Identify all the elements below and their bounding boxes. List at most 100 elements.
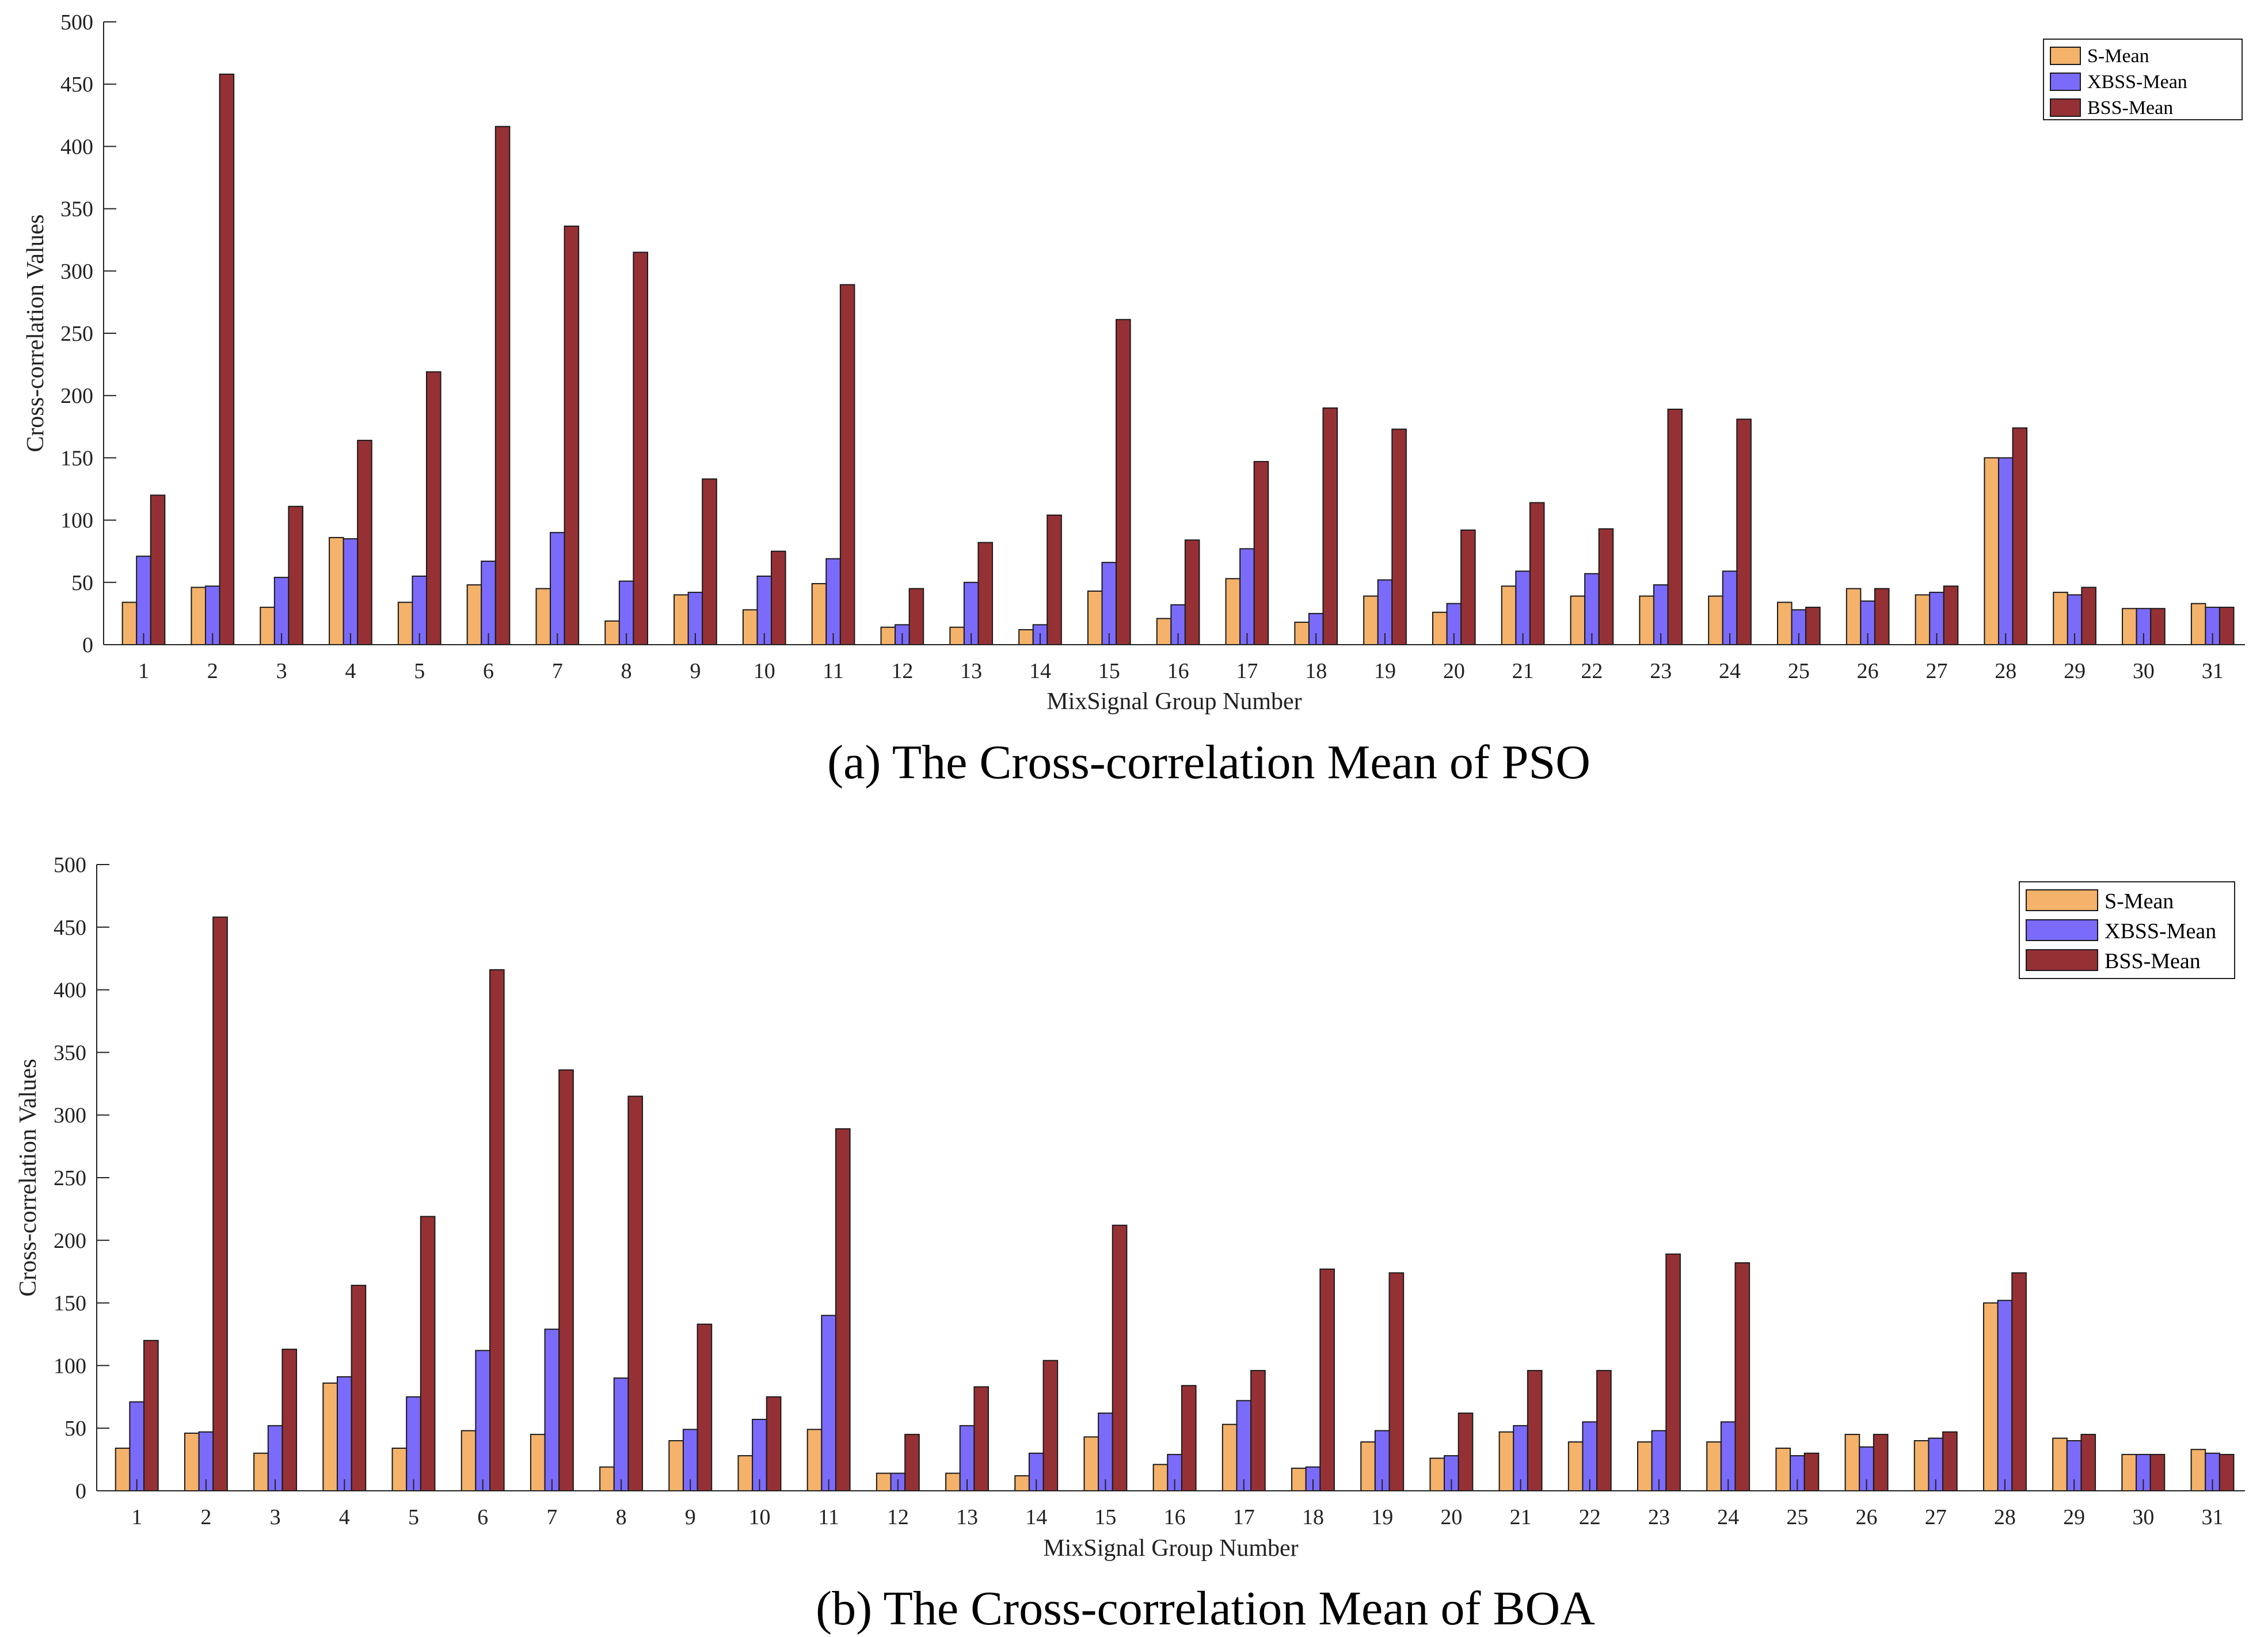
bar-bss-mean-group-29 xyxy=(2080,1434,2096,1492)
x-tick-label: 29 xyxy=(2063,1505,2085,1529)
legend-swatch-s-mean xyxy=(2050,47,2081,65)
legend-label-bss-mean: BSS-Mean xyxy=(2087,97,2173,119)
legend-swatch-xbss-mean xyxy=(2050,73,2081,91)
legend-swatch-xbss-mean xyxy=(2026,919,2098,941)
x-tick-label: 3 xyxy=(276,659,287,683)
bar-s-mean-group-30 xyxy=(2121,1453,2137,1491)
bar-s-mean-group-11 xyxy=(806,1429,823,1491)
y-tick-label: 50 xyxy=(71,571,93,595)
bar-s-mean-group-2 xyxy=(191,587,207,646)
x-axis-label: MixSignal Group Number xyxy=(1047,688,1302,715)
y-tick-label: 400 xyxy=(60,135,93,159)
bar-bss-mean-group-13 xyxy=(973,1386,989,1491)
bar-xbss-mean-group-7 xyxy=(550,532,565,645)
chart-caption: (a) The Cross-correlation Mean of PSO xyxy=(827,736,1590,789)
bar-s-mean-group-20 xyxy=(1432,611,1448,645)
bar-bss-mean-group-14 xyxy=(1042,1360,1059,1491)
bar-bss-mean-group-29 xyxy=(2081,587,2096,646)
bar-bss-mean-group-3 xyxy=(288,505,303,645)
bar-bss-mean-group-25 xyxy=(1803,1452,1820,1491)
bar-s-mean-group-24 xyxy=(1706,1441,1722,1491)
x-tick-label: 14 xyxy=(1025,1505,1047,1529)
bar-bss-mean-group-27 xyxy=(1943,585,1959,645)
x-tick-label: 22 xyxy=(1579,1505,1601,1529)
bar-xbss-mean-group-1 xyxy=(136,555,151,645)
y-tick-label: 450 xyxy=(54,916,86,940)
bar-bss-mean-group-22 xyxy=(1596,1370,1612,1492)
bar-bss-mean-group-16 xyxy=(1181,1385,1197,1491)
bar-xbss-mean-group-7 xyxy=(544,1328,560,1492)
bar-bss-mean-group-10 xyxy=(766,1396,782,1492)
x-tick-label: 8 xyxy=(621,659,632,683)
x-tick-label: 7 xyxy=(552,659,563,683)
bar-xbss-mean-group-15 xyxy=(1101,562,1117,645)
x-tick-label: 11 xyxy=(823,659,844,683)
bar-bss-mean-group-8 xyxy=(633,252,648,645)
x-tick-label: 9 xyxy=(690,659,701,683)
x-tick-label: 12 xyxy=(887,1505,909,1529)
bar-bss-mean-group-2 xyxy=(219,73,235,645)
bar-s-mean-group-10 xyxy=(742,609,758,646)
bar-s-mean-group-4 xyxy=(322,1382,338,1492)
bar-s-mean-group-18 xyxy=(1291,1467,1307,1492)
bar-s-mean-group-5 xyxy=(391,1448,408,1492)
bar-s-mean-group-9 xyxy=(668,1440,684,1491)
x-tick-label: 25 xyxy=(1786,1505,1808,1529)
x-tick-label: 10 xyxy=(748,1505,770,1529)
x-tick-label: 25 xyxy=(1788,659,1810,683)
legend: S-Mean XBSS-Mean BSS-Mean xyxy=(2019,881,2235,979)
bar-bss-mean-group-2 xyxy=(212,916,228,1491)
x-tick-label: 1 xyxy=(138,659,149,683)
bar-s-mean-group-1 xyxy=(121,601,138,646)
bar-s-mean-group-31 xyxy=(2190,603,2206,645)
bars xyxy=(115,916,2235,1492)
x-tick-label: 7 xyxy=(546,1505,557,1529)
bar-bss-mean-group-23 xyxy=(1665,1253,1681,1491)
bar-s-mean-group-3 xyxy=(260,607,275,645)
x-tick-label: 8 xyxy=(616,1505,627,1529)
bar-bss-mean-group-5 xyxy=(426,371,442,646)
bar-bss-mean-group-16 xyxy=(1184,539,1200,645)
bar-s-mean-group-9 xyxy=(673,594,689,645)
bar-s-mean-group-19 xyxy=(1360,1441,1376,1491)
bar-s-mean-group-23 xyxy=(1639,595,1654,645)
bar-bss-mean-group-28 xyxy=(2012,427,2028,646)
bar-s-mean-group-25 xyxy=(1775,1448,1791,1492)
y-axis-label: Cross-correlation Values xyxy=(15,1059,41,1296)
bar-xbss-mean-group-6 xyxy=(481,561,496,646)
bar-bss-mean-group-30 xyxy=(2149,1453,2166,1491)
bar-bss-mean-group-7 xyxy=(558,1069,574,1491)
bar-s-mean-group-27 xyxy=(1913,1440,1930,1491)
x-tick-label: 19 xyxy=(1374,659,1396,683)
bar-s-mean-group-3 xyxy=(253,1452,269,1491)
y-tick-label: 0 xyxy=(82,633,93,657)
bar-s-mean-group-30 xyxy=(2122,608,2137,645)
bar-bss-mean-group-11 xyxy=(839,284,855,646)
bar-s-mean-group-6 xyxy=(461,1430,477,1492)
bar-s-mean-group-25 xyxy=(1777,601,1793,646)
bar-bss-mean-group-12 xyxy=(904,1434,920,1492)
bar-s-mean-group-29 xyxy=(2052,1437,2068,1492)
x-tick-label: 12 xyxy=(891,659,913,683)
x-tick-label: 19 xyxy=(1371,1505,1393,1529)
bar-xbss-mean-group-1 xyxy=(129,1401,145,1491)
bar-bss-mean-group-18 xyxy=(1322,407,1338,646)
bar-bss-mean-group-24 xyxy=(1734,1262,1751,1491)
legend-label-xbss-mean: XBSS-Mean xyxy=(2105,919,2216,943)
bar-bss-mean-group-18 xyxy=(1319,1268,1335,1492)
bar-bss-mean-group-7 xyxy=(564,225,580,645)
bar-xbss-mean-group-24 xyxy=(1722,570,1738,646)
bar-bss-mean-group-6 xyxy=(494,125,511,645)
x-tick-label: 27 xyxy=(1925,1505,1947,1529)
bar-bss-mean-group-26 xyxy=(1874,588,1890,645)
bar-bss-mean-group-15 xyxy=(1112,1224,1128,1491)
bar-bss-mean-group-20 xyxy=(1460,529,1476,645)
legend-swatch-s-mean xyxy=(2026,889,2098,911)
bar-bss-mean-group-23 xyxy=(1667,409,1683,645)
x-tick-label: 20 xyxy=(1440,1505,1462,1529)
bar-s-mean-group-20 xyxy=(1429,1457,1445,1491)
x-tick-label: 31 xyxy=(2202,659,2224,683)
x-tick-label: 29 xyxy=(2064,659,2086,683)
bar-bss-mean-group-31 xyxy=(2218,607,2235,645)
bar-bss-mean-group-17 xyxy=(1250,1370,1266,1492)
